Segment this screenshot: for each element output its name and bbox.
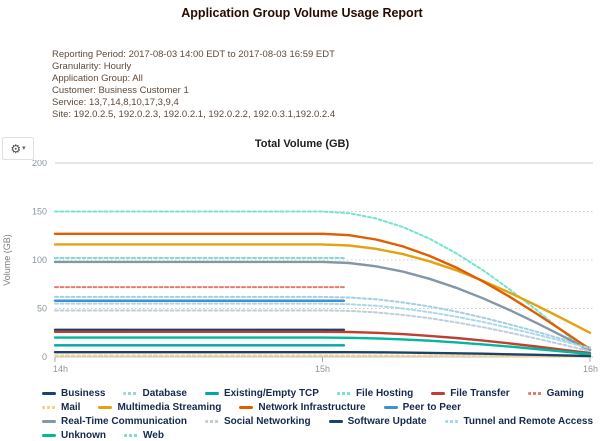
legend-item-file-hosting[interactable]: File Hosting — [336, 388, 414, 399]
legend-item-peer-to-peer[interactable]: Peer to Peer — [383, 402, 461, 413]
legend-label: File Transfer — [450, 388, 510, 399]
series-line-network-infrastructure — [53, 232, 592, 351]
chevron-down-icon: ▾ — [22, 145, 26, 152]
granularity: Granularity: Hourly — [52, 61, 132, 72]
series-line-real-time-communication — [53, 260, 592, 352]
y-tick-label: 50 — [37, 304, 47, 314]
chart-title: Total Volume (GB) — [254, 138, 350, 150]
legend-label: Software Update — [347, 416, 427, 427]
legend-swatch — [431, 392, 446, 395]
legend-swatch — [42, 392, 56, 395]
legend-swatch — [123, 392, 138, 395]
legend-label: Tunnel and Remote Access — [463, 416, 594, 427]
legend-swatch — [328, 420, 343, 423]
site: Site: 192.0.2.5, 192.0.2.3, 192.0.2.1, 1… — [52, 109, 336, 120]
legend-swatch — [527, 392, 542, 395]
legend-swatch — [42, 420, 56, 423]
page-title: Application Group Volume Usage Report — [181, 6, 423, 20]
legend-item-existing-empty-tcp[interactable]: Existing/Empty TCP — [204, 388, 319, 399]
legend-item-gaming[interactable]: Gaming — [527, 388, 584, 399]
legend-item-real-time-communication[interactable]: Real-Time Communication — [42, 416, 187, 427]
chart-settings-button[interactable]: ⚙ ▾ — [2, 137, 34, 160]
y-tick-label: 100 — [32, 255, 47, 265]
legend-label: Social Networking — [223, 416, 311, 427]
x-tick-label: 14h — [53, 364, 68, 374]
legend-swatch — [42, 406, 56, 409]
y-tick-label: 150 — [32, 207, 47, 217]
legend-swatch — [124, 434, 138, 437]
series-line-file-transfer — [53, 330, 592, 355]
legend-item-database[interactable]: Database — [123, 388, 187, 399]
series-line-software-update — [53, 350, 592, 358]
gear-icon: ⚙ — [10, 141, 22, 156]
legend-item-web[interactable]: Web — [124, 430, 164, 441]
volume-line-chart: 0 50 100 150 200 14h 15h 16h — [32, 160, 598, 374]
legend-item-business[interactable]: Business — [42, 388, 105, 399]
legend-swatch — [383, 406, 398, 409]
series-line-file-hosting — [54, 210, 591, 356]
legend-swatch — [239, 406, 254, 409]
legend-label: File Hosting — [355, 388, 414, 399]
legend-item-network-infrastructure[interactable]: Network Infrastructure — [239, 402, 366, 413]
legend-item-mail[interactable]: Mail — [42, 402, 80, 413]
series-line-social-networking — [54, 309, 591, 353]
x-tick-label: 15h — [315, 364, 330, 374]
customer: Customer: Business Customer 1 — [52, 85, 189, 96]
legend-label: Peer to Peer — [402, 402, 461, 413]
legend-label: Business — [61, 388, 106, 399]
legend-swatch — [42, 434, 56, 437]
reporting-period: Reporting Period: 2017-08-03 14:00 EDT t… — [52, 49, 335, 60]
legend-label: Network Infrastructure — [258, 402, 366, 413]
legend-swatch — [204, 420, 219, 423]
legend-label: Database — [142, 388, 187, 399]
legend-label: Mail — [61, 402, 81, 413]
legend-label: Real-Time Communication — [61, 416, 187, 427]
series-line-unknown — [53, 336, 592, 356]
legend-swatch — [98, 406, 113, 409]
legend-label: Unknown — [61, 430, 106, 441]
legend-label: Existing/Empty TCP — [223, 388, 319, 399]
legend-label: Gaming — [546, 388, 584, 399]
legend-label: Multimedia Streaming — [117, 402, 222, 413]
legend-item-file-transfer[interactable]: File Transfer — [431, 388, 510, 399]
series-line-database — [54, 295, 591, 349]
series-line-tunnel-and-remote-access — [54, 302, 591, 350]
x-tick-label: 16h — [583, 364, 598, 374]
legend-swatch — [444, 420, 459, 423]
chart-legend: Business Database Existing/Empty TCP File H… — [42, 388, 598, 441]
y-tick-label: 0 — [42, 352, 47, 362]
series-line-multimedia-streaming — [53, 243, 592, 334]
legend-item-multimedia-streaming[interactable]: Multimedia Streaming — [98, 402, 221, 413]
series-line-mail — [54, 354, 591, 358]
legend-item-tunnel-and-remote-access[interactable]: Tunnel and Remote Access — [444, 416, 594, 427]
legend-label: Web — [143, 430, 164, 441]
legend-swatch — [204, 392, 219, 395]
application-group: Application Group: All — [52, 73, 143, 84]
legend-item-social-networking[interactable]: Social Networking — [204, 416, 311, 427]
legend-swatch — [336, 392, 351, 395]
legend-item-software-update[interactable]: Software Update — [328, 416, 427, 427]
service: Service: 13,7,14,8,10,17,3,9,4 — [52, 97, 179, 108]
y-tick-label: 200 — [32, 160, 47, 168]
report-info-block: Reporting Period: 2017-08-03 14:00 EDT t… — [52, 49, 335, 121]
legend-item-unknown[interactable]: Unknown — [42, 430, 106, 441]
